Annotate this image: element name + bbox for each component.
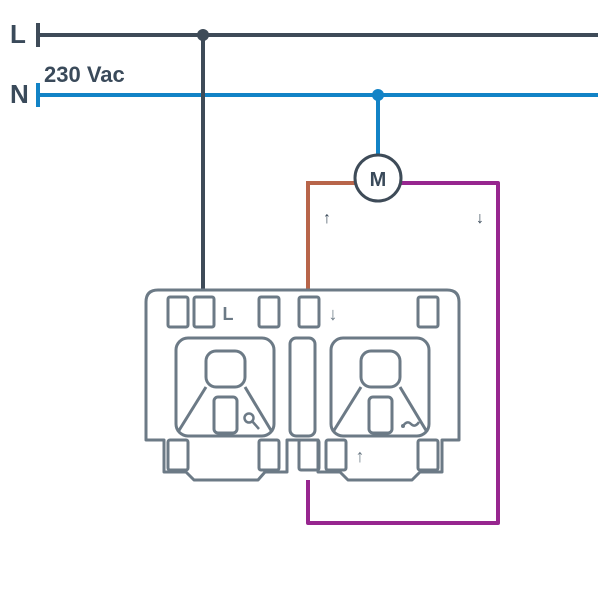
device: L ↓ ↑ <box>146 290 459 480</box>
motor-down-arrow: ↓ <box>476 210 484 227</box>
rail-n-label: N <box>10 79 29 109</box>
motor-up-arrow: ↑ <box>323 210 331 227</box>
wiring-diagram: L N 230 Vac M ↑ ↓ L ↓ ↑ <box>0 0 600 600</box>
terminal-l-label: L <box>223 304 234 324</box>
wire-motor-up <box>308 183 356 290</box>
terminal-up-label: ↑ <box>356 446 365 466</box>
voltage-label: 230 Vac <box>44 62 125 87</box>
terminal-down-label: ↓ <box>329 304 338 324</box>
motor-label: M <box>370 169 387 191</box>
rail-l-label: L <box>10 19 26 49</box>
rocker-right <box>331 338 429 436</box>
rocker-left <box>176 338 274 436</box>
